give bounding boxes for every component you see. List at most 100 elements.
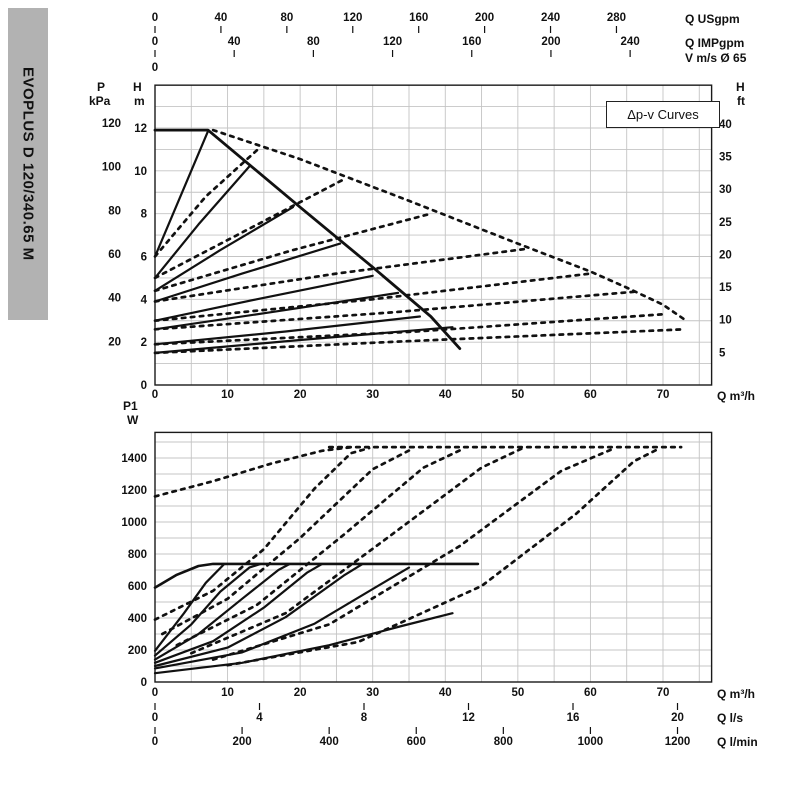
curve-dpv-5 [153, 274, 374, 322]
curve-p1-max-single [153, 562, 480, 589]
tick-label: 0 [152, 712, 158, 724]
curve-p1-dpv-3-parallel [175, 447, 465, 647]
tick-label: 400 [320, 736, 339, 748]
tick-label: 30 [366, 389, 379, 401]
curve-dpv-3 [153, 206, 294, 292]
tick-label: 15 [719, 282, 732, 294]
q-usgpm-unit-label: Q USgpm [685, 12, 740, 26]
curve-p1-dpv-3 [153, 562, 291, 661]
q-m3h-unit-label-top-chart: Q m³/h [717, 389, 755, 403]
tick-label: 70 [657, 389, 670, 401]
tick-label: 8 [141, 209, 148, 221]
model-label: EVOPLUS D 120/340.65 M [19, 67, 37, 261]
tick-label: 1200 [665, 736, 691, 748]
tick-label: 0 [152, 389, 158, 401]
dpv-curves-label: Δp-v Curves [627, 107, 699, 122]
watt-unit-label: W [127, 413, 139, 427]
curve-p1-dpv-5-parallel [211, 447, 614, 661]
tick-label: 10 [719, 315, 732, 327]
tick-label: 12 [462, 712, 475, 724]
tick-label: 0 [152, 736, 158, 748]
tick-label: 1400 [121, 453, 147, 465]
tick-label: 160 [462, 36, 481, 48]
feet-unit-label: ft [737, 94, 745, 108]
tick-label: 120 [383, 36, 402, 48]
curve-min-curve-parallel [153, 327, 687, 355]
tick-label: 100 [102, 162, 121, 174]
tick-label: 240 [621, 36, 640, 48]
tick-label: 10 [221, 389, 234, 401]
tick-label: 60 [584, 687, 597, 699]
velocity-unit-label: V m/s Ø 65 [685, 51, 747, 65]
curve-dpv-1 [153, 130, 210, 258]
tick-label: 120 [343, 12, 362, 24]
chart1-frame [154, 84, 713, 386]
tick-label: 50 [511, 389, 524, 401]
curve-p1-dpv-2 [153, 562, 262, 657]
tick-label: 160 [409, 12, 428, 24]
tick-label: 20 [108, 336, 121, 348]
tick-label: 0 [152, 36, 158, 48]
tick-label: 1000 [121, 517, 147, 529]
tick-label: 200 [541, 36, 560, 48]
tick-label: 20 [294, 687, 307, 699]
curve-p1-dpv-5 [153, 563, 363, 668]
tick-label: 0 [152, 12, 158, 24]
tick-label: 80 [108, 205, 121, 217]
curve-p1-dpv-1-parallel [153, 446, 371, 621]
tick-label: 800 [494, 736, 513, 748]
kpa-unit-label: kPa [89, 94, 111, 108]
tick-label: 20 [671, 712, 684, 724]
chart2-frame [154, 431, 713, 683]
curve-dpv-7 [153, 315, 421, 346]
tick-label: 4 [256, 712, 263, 724]
tick-label: 40 [439, 687, 452, 699]
tick-label: 200 [128, 645, 147, 657]
curve-dpv-6 [153, 291, 400, 331]
tick-label: 0 [141, 677, 147, 689]
curve-p1-dpv-4-parallel [189, 447, 523, 655]
tick-label: 400 [128, 613, 147, 625]
curve-p1-min [153, 612, 454, 675]
tick-label: 0 [152, 62, 158, 74]
tick-label: 800 [128, 549, 147, 561]
tick-label: 10 [221, 687, 234, 699]
tick-label: 5 [719, 347, 726, 359]
curve-dpv-3-parallel [153, 212, 433, 293]
tick-label: 80 [307, 36, 320, 48]
curve-dpv-7-parallel [153, 312, 665, 346]
curve-max-curve-parallel [211, 128, 687, 322]
tick-label: 40 [108, 293, 121, 305]
tick-label: 1200 [121, 485, 147, 497]
tick-label: 0 [141, 380, 147, 392]
tick-label: 120 [102, 118, 121, 130]
tick-label: 40 [215, 12, 228, 24]
tick-label: 60 [584, 389, 597, 401]
tick-label: 240 [541, 12, 560, 24]
curve-dpv-1-parallel [153, 145, 262, 258]
tick-label: 35 [719, 152, 732, 164]
tick-label: 8 [361, 712, 368, 724]
curve-p1-dpv-2-parallel [160, 447, 414, 636]
tick-label: 40 [228, 36, 241, 48]
tick-label: 20 [719, 249, 732, 261]
q-lmin-unit-label: Q l/min [717, 735, 758, 749]
curve-dpv-5-parallel [153, 272, 592, 323]
q-impgpm-unit-label: Q IMPgpm [685, 36, 745, 50]
head-axis-symbol-left: H [133, 80, 142, 94]
curve-dpv-2-parallel [153, 178, 346, 280]
tick-label: 40 [439, 389, 452, 401]
tick-label: 25 [719, 217, 732, 229]
tick-label: 70 [657, 687, 670, 699]
q-m3h-unit-label-bottom-chart: Q m³/h [717, 687, 755, 701]
tick-label: 200 [475, 12, 494, 24]
tick-label: 30 [719, 184, 732, 196]
tick-label: 30 [366, 687, 379, 699]
curve-p1-dpv-6 [153, 566, 411, 670]
curve-dpv-4 [153, 242, 342, 303]
tick-label: 16 [567, 712, 580, 724]
tick-label: 50 [511, 687, 524, 699]
tick-label: 0 [152, 687, 158, 699]
